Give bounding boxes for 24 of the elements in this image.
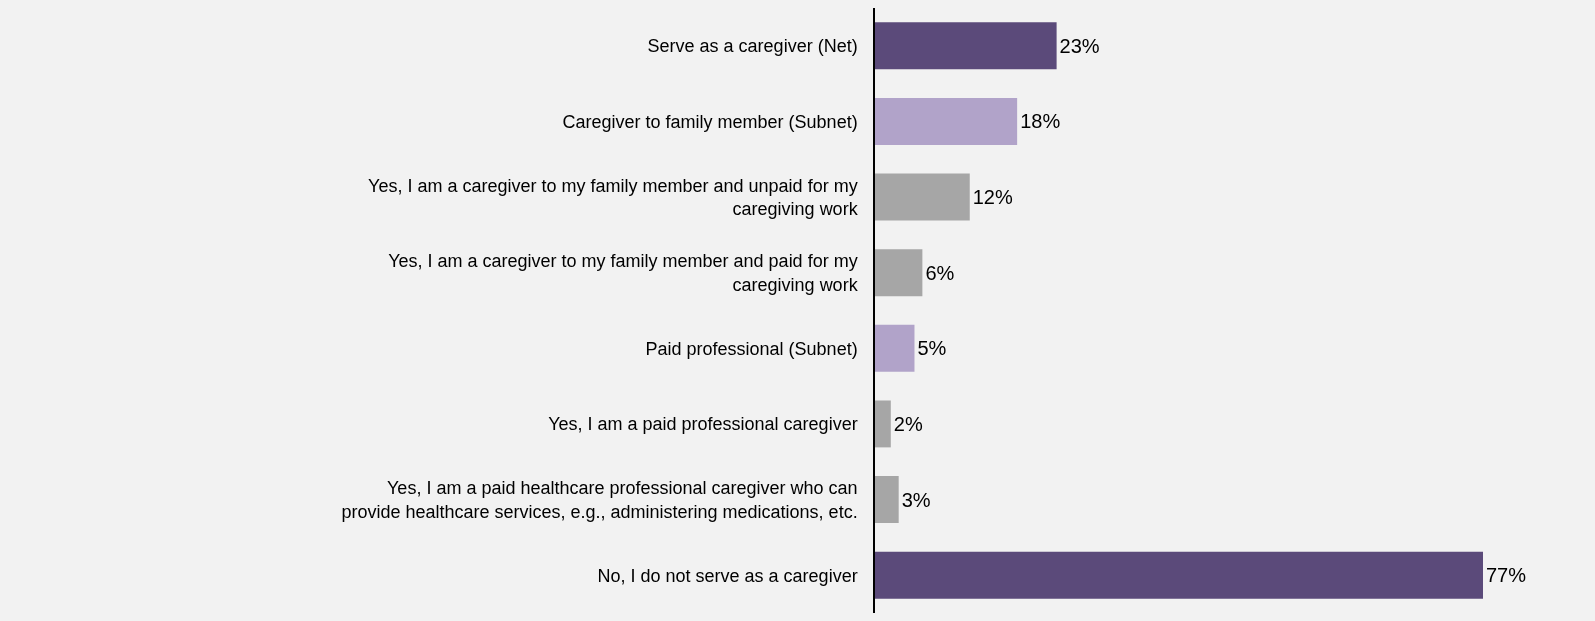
y-tick-label: Yes, I am a caregiver to my family member and unpaid for my caregiving work xyxy=(368,175,859,220)
y-tick-label: Yes, I am a paid healthcare professional caregiver who can provide healthcare services, e.g., administering medications, etc. xyxy=(341,478,858,522)
bar xyxy=(875,476,899,524)
bar xyxy=(875,551,1483,599)
bar xyxy=(875,324,915,372)
data-label: 5% xyxy=(917,337,947,360)
y-tick-label: Yes, I am a paid professional caregiver xyxy=(548,414,858,435)
bar xyxy=(875,249,923,297)
data-label: 6% xyxy=(925,261,955,284)
data-label: 2% xyxy=(893,412,923,435)
data-label: 12% xyxy=(972,186,1013,209)
y-tick-label: No, I do not serve as a caregiver xyxy=(597,565,858,586)
data-label: 77% xyxy=(1486,564,1527,587)
y-tick-label: Serve as a caregiver (Net) xyxy=(647,36,858,57)
y-tick-label: Paid professional (Subnet) xyxy=(645,338,858,359)
bar xyxy=(875,97,1018,145)
data-label: 3% xyxy=(901,488,931,511)
bar xyxy=(875,400,891,448)
bar xyxy=(875,22,1057,70)
y-tick-label: Yes, I am a caregiver to my family member and paid for my caregiving work xyxy=(388,251,859,295)
data-label: 23% xyxy=(1059,34,1100,57)
data-label: 18% xyxy=(1020,110,1061,133)
y-tick-label: Caregiver to family member (Subnet) xyxy=(562,111,858,132)
bar xyxy=(875,173,970,221)
